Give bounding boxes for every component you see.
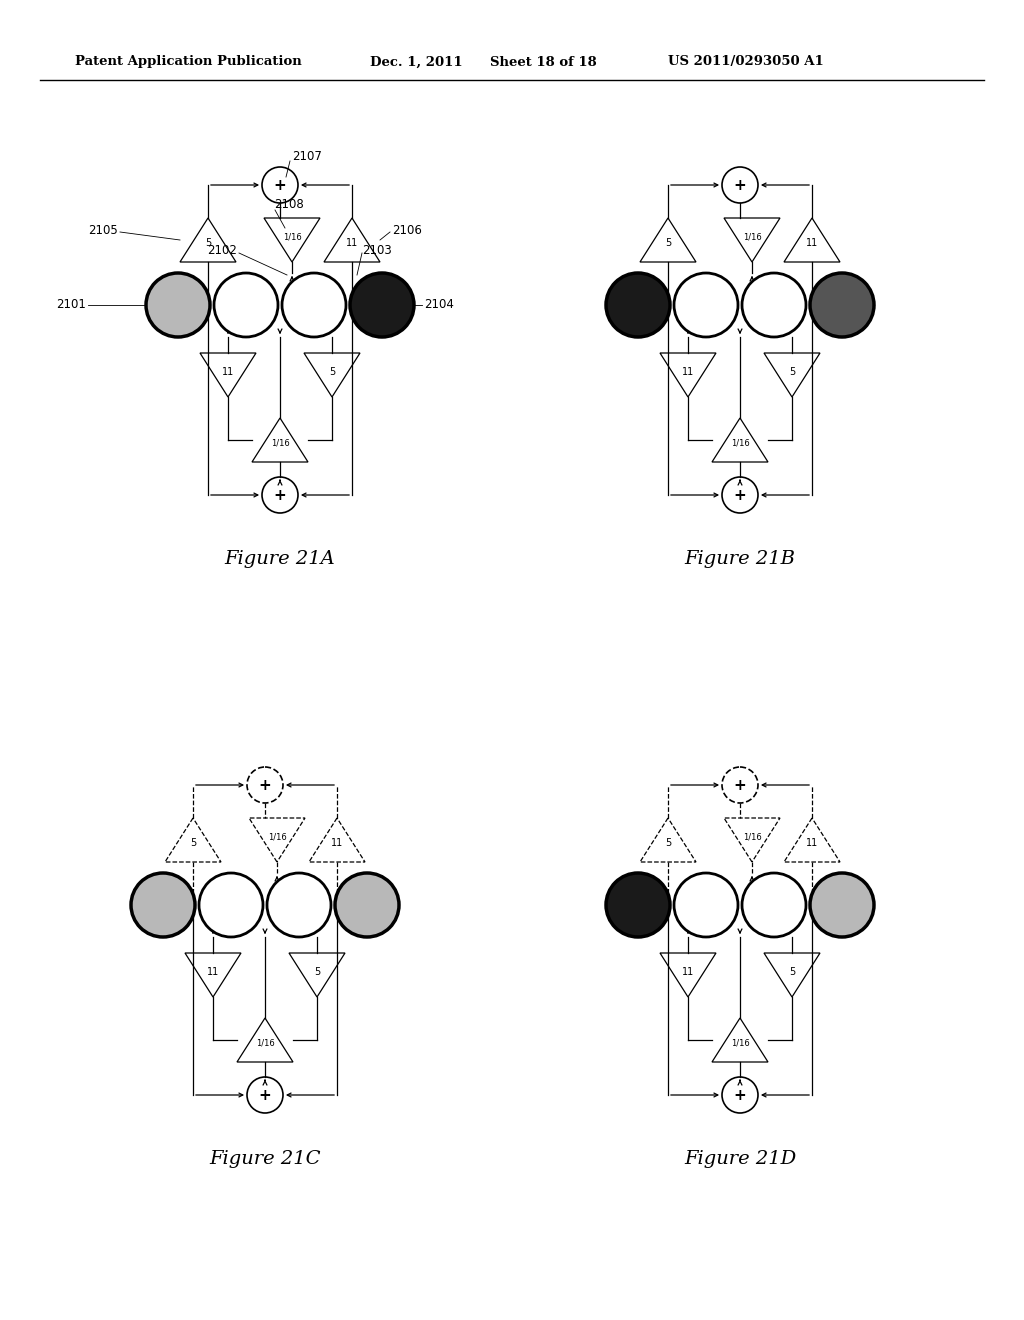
- Circle shape: [742, 273, 806, 337]
- Circle shape: [131, 873, 195, 937]
- Text: 2106: 2106: [392, 223, 422, 236]
- Circle shape: [282, 273, 346, 337]
- Text: 11: 11: [806, 838, 818, 849]
- Text: US 2011/0293050 A1: US 2011/0293050 A1: [668, 55, 823, 69]
- Circle shape: [742, 873, 806, 937]
- Text: 2102: 2102: [207, 243, 237, 256]
- Text: 11: 11: [207, 966, 219, 977]
- Text: 11: 11: [682, 367, 694, 376]
- Text: 5: 5: [665, 239, 671, 248]
- Text: +: +: [273, 177, 287, 193]
- Text: 1/16: 1/16: [742, 232, 762, 242]
- Text: +: +: [273, 487, 287, 503]
- Text: 11: 11: [682, 966, 694, 977]
- Text: 5: 5: [788, 966, 795, 977]
- Text: Figure 21B: Figure 21B: [684, 550, 796, 568]
- Text: 11: 11: [331, 838, 343, 849]
- Circle shape: [350, 273, 414, 337]
- Text: +: +: [733, 177, 746, 193]
- Circle shape: [606, 873, 670, 937]
- Text: 5: 5: [189, 838, 197, 849]
- Text: Figure 21D: Figure 21D: [684, 1150, 796, 1168]
- Text: 5: 5: [665, 838, 671, 849]
- Text: Patent Application Publication: Patent Application Publication: [75, 55, 302, 69]
- Circle shape: [146, 273, 210, 337]
- Text: 1/16: 1/16: [283, 232, 301, 242]
- Text: 2101: 2101: [56, 298, 86, 312]
- Text: 5: 5: [329, 367, 335, 376]
- Circle shape: [810, 273, 874, 337]
- Text: 5: 5: [788, 367, 795, 376]
- Circle shape: [606, 273, 670, 337]
- Circle shape: [335, 873, 399, 937]
- Text: Sheet 18 of 18: Sheet 18 of 18: [490, 55, 597, 69]
- Text: 1/16: 1/16: [256, 1039, 274, 1048]
- Text: 1/16: 1/16: [731, 438, 750, 447]
- Circle shape: [674, 273, 738, 337]
- Text: Dec. 1, 2011: Dec. 1, 2011: [370, 55, 463, 69]
- Text: +: +: [733, 487, 746, 503]
- Text: 11: 11: [806, 239, 818, 248]
- Text: Figure 21C: Figure 21C: [209, 1150, 321, 1168]
- Circle shape: [267, 873, 331, 937]
- Text: 11: 11: [222, 367, 234, 376]
- Text: +: +: [733, 1088, 746, 1102]
- Text: 5: 5: [314, 966, 321, 977]
- Text: 11: 11: [346, 239, 358, 248]
- Text: 1/16: 1/16: [742, 832, 762, 841]
- Text: 1/16: 1/16: [270, 438, 290, 447]
- Text: 1/16: 1/16: [267, 832, 287, 841]
- Text: 2103: 2103: [362, 243, 392, 256]
- Circle shape: [199, 873, 263, 937]
- Text: 1/16: 1/16: [731, 1039, 750, 1048]
- Circle shape: [810, 873, 874, 937]
- Text: 2107: 2107: [292, 150, 322, 164]
- Text: 2108: 2108: [274, 198, 304, 211]
- Text: 2105: 2105: [88, 223, 118, 236]
- Text: +: +: [259, 777, 271, 792]
- Circle shape: [214, 273, 278, 337]
- Circle shape: [674, 873, 738, 937]
- Text: +: +: [259, 1088, 271, 1102]
- Text: 5: 5: [205, 239, 211, 248]
- Text: +: +: [733, 777, 746, 792]
- Text: 2104: 2104: [424, 298, 454, 312]
- Text: Figure 21A: Figure 21A: [224, 550, 336, 568]
